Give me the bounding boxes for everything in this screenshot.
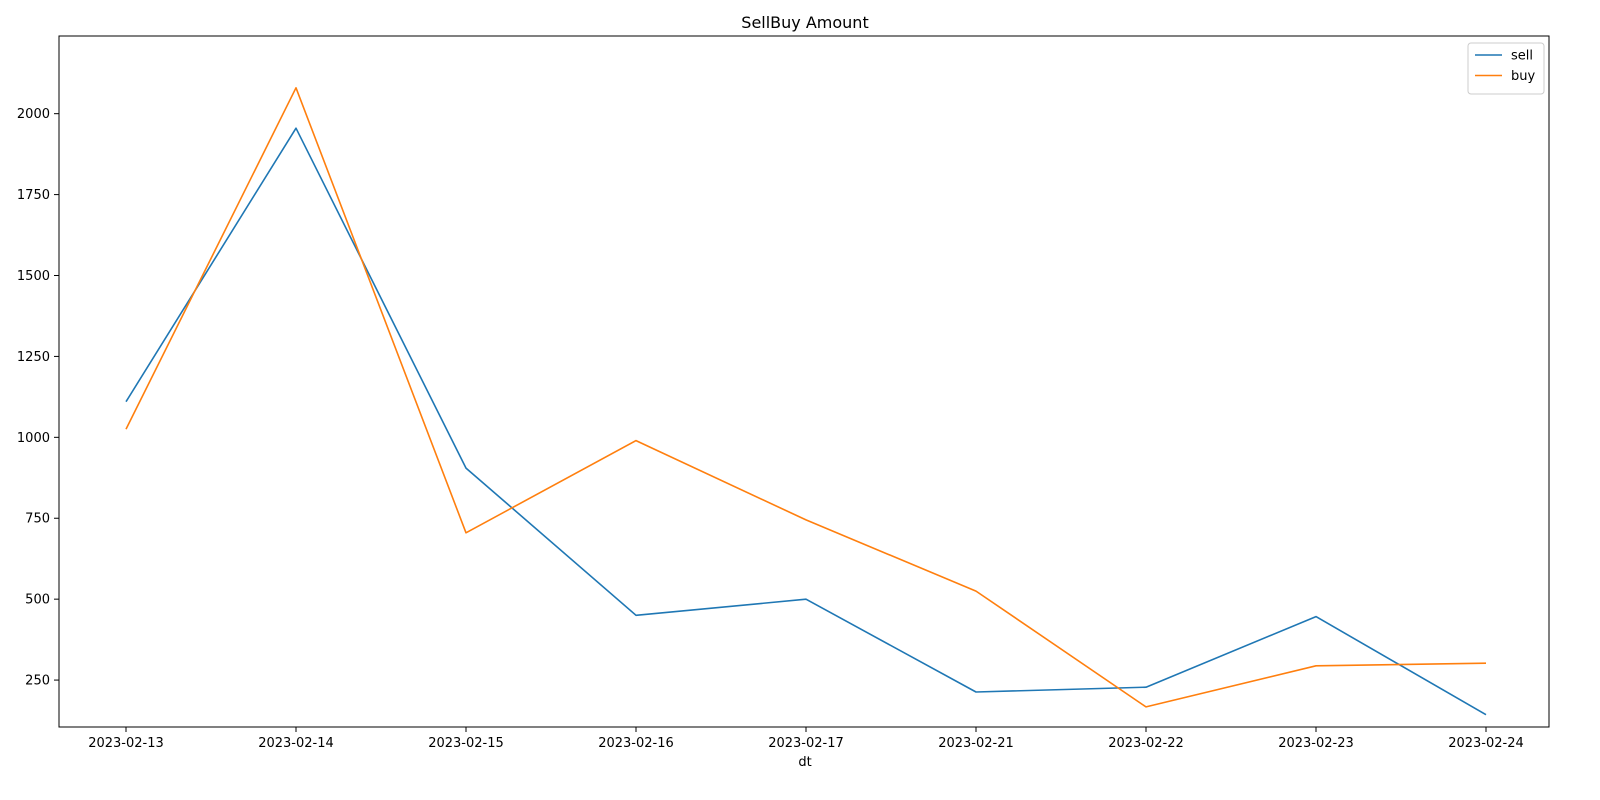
x-tick-label: 2023-02-17 [768,736,844,751]
legend-label-sell: sell [1511,49,1533,64]
y-tick-label: 1500 [17,269,50,284]
x-tick-label: 2023-02-22 [1108,736,1184,751]
x-tick-label: 2023-02-21 [938,736,1014,751]
x-tick-label: 2023-02-24 [1448,736,1524,751]
y-tick-label: 1250 [17,350,50,365]
x-axis-label: dt [798,755,811,770]
series-line-buy [125,87,1487,708]
x-tick-label: 2023-02-23 [1278,736,1354,751]
chart-title: SellBuy Amount [741,13,868,32]
x-tick-label: 2023-02-15 [428,736,504,751]
x-tick-label: 2023-02-13 [88,736,164,751]
y-tick-label: 1000 [17,431,50,446]
y-tick-label: 2000 [17,107,50,122]
y-tick-label: 250 [25,674,50,689]
y-tick-label: 1750 [17,188,50,203]
y-tick-label: 750 [25,512,50,527]
plot-frame [58,35,1550,728]
series-line-sell [125,127,1487,716]
x-tick-label: 2023-02-16 [598,736,674,751]
y-tick-label: 500 [25,593,50,608]
legend: sell buy [1467,42,1545,95]
x-tick-label: 2023-02-14 [258,736,334,751]
legend-label-buy: buy [1511,69,1535,84]
